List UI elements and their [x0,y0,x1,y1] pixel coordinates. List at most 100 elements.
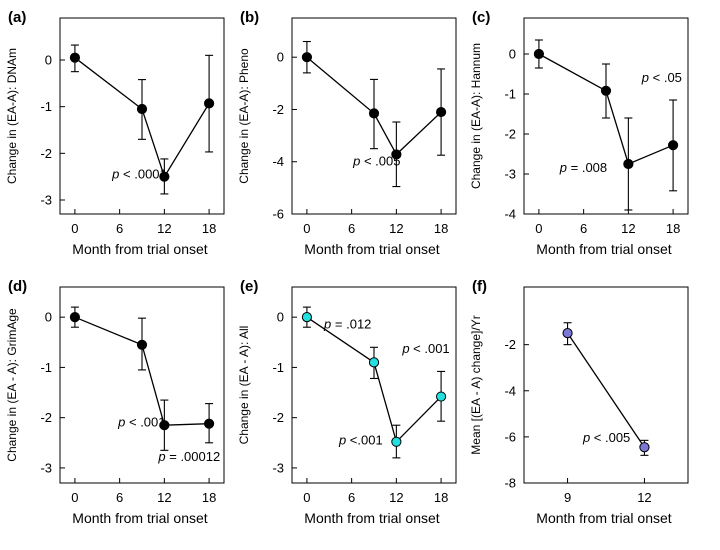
data-point [368,357,380,368]
x-axis-label: Month from trial onset [72,241,207,257]
data-point [136,103,148,115]
y-axis-label: Change in (EA-A): Hannum [469,43,483,189]
y-tick-label: -4 [272,154,284,169]
x-tick-label: 6 [580,221,587,236]
panel-letter: (c) [472,9,490,26]
y-tick-label: -2 [40,410,52,425]
p-symbol: p [641,70,649,85]
series-line [567,332,645,448]
data-point [391,436,402,447]
p-value-text: < .05 [649,70,682,85]
p-value-annotation: p < .001 [117,415,165,430]
y-tick-label: -4 [504,207,516,222]
p-value-text: = .012 [331,317,371,332]
data-point [533,48,545,60]
data-point [639,442,650,453]
p-value-text: < .001 [410,341,450,356]
chart-panel-2: (b) 0 -2 -4 -6 0 6 12 18 Month from trial onset Ch… [237,9,457,257]
p-symbol: p [323,317,331,332]
chart-panel-3: (c) 0 -1 -2 -3 -4 0 6 12 18 Month from trial onset… [469,9,689,257]
data-point [203,418,215,429]
x-tick-label: 9 [564,490,571,505]
y-tick-label: 0 [509,47,516,62]
x-tick-label: 6 [116,221,123,236]
p-value-annotation: p <.001 [338,432,383,447]
y-tick-label: -2 [40,146,52,161]
y-tick-label: -1 [504,87,516,102]
y-tick-label: -4 [504,383,516,398]
chart-panel-5: (e) 0 -1 -2 -3 0 6 12 18 Month from trial onset Ch… [237,278,457,526]
y-tick-label: -1 [272,360,284,375]
y-tick-label: 0 [277,50,284,65]
plot-frame [59,286,225,484]
p-value-annotation: p = .00012 [157,449,220,464]
panel-letter: (e) [240,278,258,295]
x-tick-label: 12 [637,490,651,505]
data-point [391,149,402,160]
plot-frame [59,17,225,215]
p-symbol: p [582,430,590,445]
y-tick-label: -1 [40,99,52,114]
data-point [203,98,215,109]
x-tick-label: 18 [666,221,680,236]
plot-frame [291,286,457,484]
series-line [74,316,210,426]
y-tick-label: -8 [504,476,516,491]
p-value-annotation: p = .012 [323,317,371,332]
data-point [159,171,170,182]
y-tick-label: 0 [277,310,284,325]
p-value-annotation: p < .005 [352,154,400,169]
data-point [69,312,81,323]
p-value-text: < .001 [125,415,165,430]
y-axis-label: Change in (EA - A): GrimAge [5,308,19,462]
p-value-text: <.001 [346,432,383,447]
series-line [538,53,674,165]
p-value-annotation: p < .0001 [111,166,167,181]
y-tick-label: -3 [40,460,52,475]
p-symbol: p [338,432,346,447]
data-point [301,52,313,63]
x-tick-label: 0 [71,221,78,236]
panel-letter: (a) [8,9,26,26]
x-tick-label: 0 [71,490,78,505]
y-tick-label: -6 [272,207,284,222]
y-tick-label: -2 [272,102,284,117]
y-axis-label: Change in (EA-A): Pheno [237,48,251,184]
x-tick-label: 6 [116,490,123,505]
data-point [435,106,447,118]
x-tick-label: 12 [389,221,403,236]
y-axis-label: Change in (EA-A): DNAm [5,48,19,184]
x-axis-label: Month from trial onset [536,510,671,526]
x-axis-label: Month from trial onset [304,241,439,257]
y-tick-label: -1 [40,360,52,375]
series-line [74,57,210,179]
p-value-text: = .00012 [166,449,221,464]
data-point [368,108,380,119]
panel-letter: (d) [8,278,27,295]
y-tick-label: -6 [504,429,516,444]
plot-frame [291,17,457,215]
chart-panel-1: (a) 0 -1 -2 -3 0 6 12 18 Month from trial onset Ch… [5,9,225,257]
p-value-text: < .0001 [119,166,166,181]
x-tick-label: 12 [621,221,635,236]
p-value-annotation: p = .008 [559,160,607,175]
plot-frame [523,286,689,484]
panel-letter: (b) [240,9,259,26]
p-value-text: = .008 [567,160,607,175]
p-symbol: p [401,341,409,356]
data-point [301,312,313,323]
y-tick-label: -3 [272,460,284,475]
y-tick-label: -3 [504,167,516,182]
data-point [667,140,679,151]
y-axis-label: Change in (EA - A): All [237,326,251,445]
x-tick-label: 6 [348,490,355,505]
data-point [136,339,148,350]
p-symbol: p [111,166,119,181]
y-tick-label: -2 [272,410,284,425]
p-value-text: < .005 [590,430,630,445]
x-tick-label: 6 [348,221,355,236]
data-point [562,328,573,339]
data-point [69,52,81,63]
p-value-text: < .005 [360,154,400,169]
